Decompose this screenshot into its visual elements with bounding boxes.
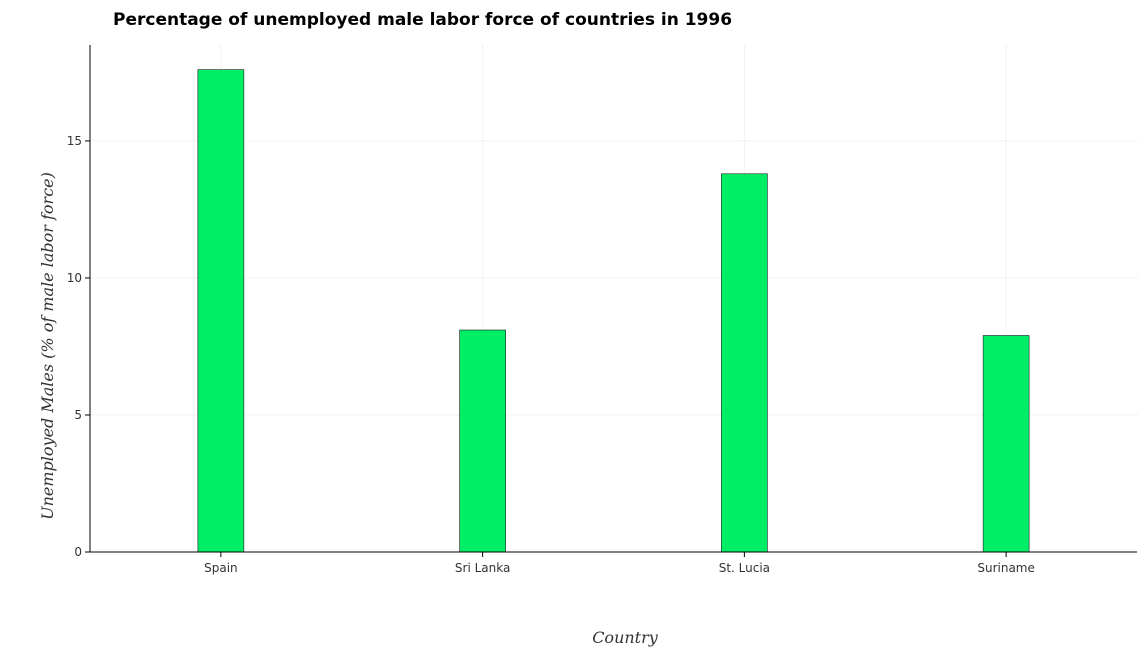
x-tick-label: Spain xyxy=(204,561,238,575)
axes xyxy=(85,45,1137,557)
y-axis-label: Unemployed Males (% of male labor force) xyxy=(38,172,57,520)
bar-st-lucia xyxy=(721,173,768,553)
grid xyxy=(90,45,1137,553)
x-axis-label: Country xyxy=(592,628,659,647)
x-tick-label: St. Lucia xyxy=(719,561,770,575)
chart-title: Percentage of unemployed male labor forc… xyxy=(113,10,732,30)
bar-sri-lanka xyxy=(459,329,506,553)
y-tick-label: 10 xyxy=(67,271,82,285)
bars xyxy=(197,69,1030,553)
x-tick-label: Sri Lanka xyxy=(455,561,510,575)
tick-labels: 0 5 10 15 Spain Sri Lanka St. Lucia Suriname xyxy=(67,134,1035,575)
y-tick-label: 0 xyxy=(74,545,82,559)
y-tick-label: 5 xyxy=(74,408,82,422)
x-tick-label: Suriname xyxy=(977,561,1035,575)
bar-suriname xyxy=(982,335,1030,553)
bar-spain xyxy=(197,69,245,553)
y-tick-label: 15 xyxy=(67,134,82,148)
